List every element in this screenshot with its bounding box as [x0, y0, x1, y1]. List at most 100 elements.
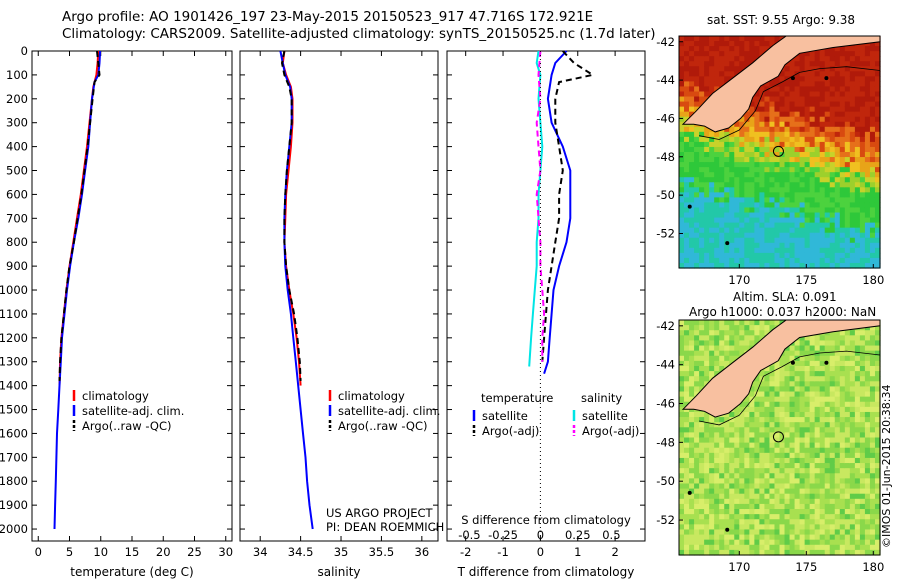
sla_map-pixel — [754, 417, 761, 423]
sla_map-pixel — [769, 442, 776, 449]
sst_map-pixel — [729, 182, 735, 188]
sst_map-pixel — [874, 217, 881, 224]
sla_map-pixel — [854, 534, 861, 541]
sla_map-pixel — [779, 534, 786, 541]
sst_map-pixel — [719, 36, 725, 42]
sla_map-pixel — [754, 396, 761, 403]
sla_map-pixel — [754, 427, 761, 433]
sla_map-pixel — [844, 391, 851, 398]
sla_map-pixel — [864, 529, 871, 536]
sst_map-pixel — [859, 46, 866, 52]
sla_map-pixel — [694, 529, 700, 536]
sst_map-pixel — [724, 242, 730, 249]
sst_map-pixel — [799, 212, 806, 219]
sla_map-pixel — [809, 473, 816, 479]
sla_map-pixel — [849, 509, 856, 515]
sla_map-pixel — [869, 473, 876, 479]
sst_map-pixel — [779, 101, 786, 108]
sst_map-pixel — [704, 247, 710, 254]
sla_map-pixel — [874, 417, 881, 423]
sla_map-pixel — [859, 365, 866, 372]
sst_map-pixel — [864, 131, 871, 138]
sst_map-pixel — [799, 257, 806, 264]
sla_map-pixel — [869, 330, 876, 336]
sst_map-pixel — [799, 237, 806, 244]
sst_map-pixel — [819, 252, 826, 259]
sst_map-pixel — [794, 121, 801, 128]
sla_map-pixel — [874, 350, 881, 357]
sla_map-pixel — [779, 463, 786, 469]
sst_map-pixel — [739, 56, 745, 62]
sla_map-pixel — [754, 376, 761, 382]
sla_map-pixel — [814, 549, 821, 556]
sla_map-pixel — [849, 427, 856, 433]
sla_map-island — [824, 360, 829, 365]
sla_map-pixel — [794, 534, 801, 541]
sst_map-pixel — [719, 257, 725, 264]
sla_map-pixel — [824, 549, 831, 556]
sst_map-pixel — [789, 91, 796, 98]
sst_map-pixel — [734, 202, 740, 209]
sla_map-pixel — [814, 463, 821, 469]
sst_map-pixel — [814, 131, 821, 138]
sst_map-pixel — [689, 101, 695, 108]
temperature-legend-label: climatology — [82, 389, 149, 403]
sst_map-pixel — [709, 222, 715, 229]
sla_map-pixel — [684, 330, 690, 336]
sla_map-pixel — [834, 442, 841, 449]
sla_map-pixel — [739, 529, 745, 536]
sla_map-pixel — [819, 396, 826, 403]
sla_map-pixel — [739, 468, 745, 474]
sst_map-pixel — [744, 197, 750, 204]
sla_map-pixel — [809, 376, 816, 382]
sla_map-pixel — [774, 539, 781, 546]
sla_map-pixel — [754, 406, 761, 413]
sla_map-pixel — [744, 335, 750, 342]
sla_map-pixel — [689, 365, 695, 372]
sla_map-pixel — [834, 452, 841, 459]
sla_map-pixel — [774, 478, 781, 485]
sla_map-pixel — [764, 386, 771, 393]
sst_map-pixel — [684, 217, 690, 224]
sst_map-pixel — [844, 56, 851, 62]
sla_map-pixel — [759, 396, 766, 403]
sla_map-pixel — [729, 320, 735, 326]
sst_map-pixel — [769, 202, 776, 209]
sst_map-pixel — [839, 126, 846, 133]
sst_map-pixel — [814, 106, 821, 113]
sla_map-pixel — [839, 468, 846, 474]
salinity-xlabel: salinity — [317, 565, 360, 579]
sst_map-pixel — [844, 227, 851, 234]
sla_map-pixel — [749, 529, 755, 536]
sst_map-pixel — [824, 227, 831, 234]
sla_map-pixel — [699, 549, 705, 556]
sst_map-pixel — [754, 152, 761, 158]
sla_map-pixel — [734, 447, 740, 454]
sla_map-pixel — [689, 478, 695, 485]
sst_map-pixel — [714, 257, 720, 264]
sla_map-pixel — [704, 503, 710, 510]
sla_map-pixel — [774, 411, 781, 418]
sla_map-pixel — [839, 330, 846, 336]
sst_map-pixel — [779, 167, 786, 173]
sla_map-pixel — [839, 524, 846, 531]
sla_map-pixel — [719, 417, 725, 423]
sst_map-pixel — [779, 242, 786, 249]
sla_map-pixel — [759, 432, 766, 439]
sla_map-pixel — [794, 529, 801, 536]
sst_map-pixel — [849, 76, 856, 82]
sla_map-pixel — [689, 350, 695, 357]
sst_map-pixel — [749, 202, 755, 209]
sst_map-pixel — [704, 61, 710, 67]
sst_map-pixel — [719, 217, 725, 224]
sst_map-pixel — [859, 56, 866, 62]
sst_map-pixel — [769, 232, 776, 239]
sla_map-pixel — [839, 335, 846, 342]
sla_map-pixel — [704, 376, 710, 382]
sst_map-pixel — [844, 96, 851, 103]
sla_map-pixel — [679, 442, 685, 449]
sla_map-pixel — [814, 509, 821, 515]
sst_map-pixel — [719, 222, 725, 229]
sla_map-pixel — [854, 401, 861, 408]
sla_map-pixel — [829, 411, 836, 418]
